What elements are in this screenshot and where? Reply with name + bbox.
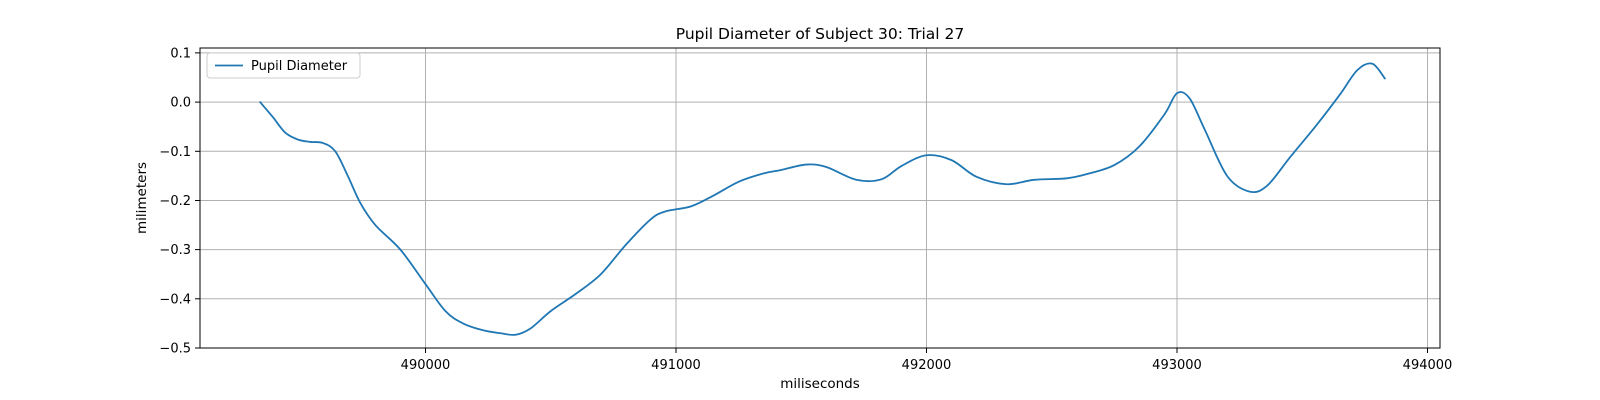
x-tick-label: 490000 — [401, 358, 451, 373]
y-tick-label: −0.3 — [159, 243, 191, 258]
legend: Pupil Diameter — [206, 52, 361, 79]
y-axis-title: milimeters — [134, 162, 150, 234]
axis-ticks: 490000 491000 492000 493000 494000 −0.5 −0.4 −0… — [159, 46, 1452, 373]
grid-lines — [200, 48, 1440, 349]
y-tick-label: −0.1 — [159, 145, 191, 160]
x-axis-title: miliseconds — [780, 376, 860, 392]
x-tick-label: 494000 — [1403, 358, 1453, 373]
legend-box — [206, 52, 361, 79]
x-tick-label: 493000 — [1152, 358, 1202, 373]
legend-label: Pupil Diameter — [251, 59, 348, 74]
chart-title: Pupil Diameter of Subject 30: Trial 27 — [676, 25, 965, 43]
plot-frame — [199, 47, 1441, 349]
y-tick-label: 0.0 — [170, 96, 191, 111]
y-tick-label: 0.1 — [170, 46, 191, 61]
y-tick-label: −0.5 — [159, 342, 191, 357]
pupil-diameter-line — [259, 62, 1386, 336]
y-tick-label: −0.2 — [159, 194, 191, 209]
x-tick-label: 491000 — [651, 358, 701, 373]
y-tick-label: −0.4 — [159, 292, 191, 307]
x-tick-label: 492000 — [902, 358, 952, 373]
data-series — [259, 62, 1386, 336]
